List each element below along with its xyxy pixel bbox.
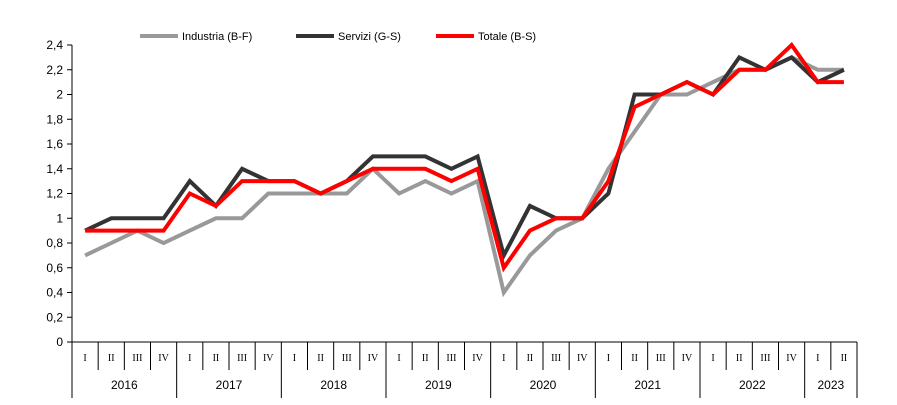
quarter-label: II bbox=[631, 353, 638, 364]
quarter-label: I bbox=[397, 353, 400, 364]
quarter-label: II bbox=[736, 353, 743, 364]
quarter-label: II bbox=[317, 353, 324, 364]
y-tick-label: 0,6 bbox=[46, 261, 63, 275]
y-tick-label: 2,2 bbox=[46, 63, 63, 77]
y-tick-label: 1,4 bbox=[46, 162, 63, 176]
quarter-label: I bbox=[188, 353, 191, 364]
quarter-label: III bbox=[656, 353, 666, 364]
quarter-label: IV bbox=[682, 353, 693, 364]
quarter-label: I bbox=[607, 353, 610, 364]
y-tick-label: 1,2 bbox=[46, 187, 63, 201]
quarter-label: III bbox=[237, 353, 247, 364]
quarter-label: II bbox=[213, 353, 220, 364]
quarter-label: II bbox=[841, 353, 848, 364]
year-label: 2022 bbox=[739, 378, 766, 392]
quarter-label: III bbox=[760, 353, 770, 364]
legend-label: Servizi (G-S) bbox=[338, 31, 401, 43]
quarter-label: I bbox=[816, 353, 819, 364]
quarter-label: II bbox=[527, 353, 534, 364]
quarter-label: III bbox=[132, 353, 142, 364]
year-label: 2018 bbox=[320, 378, 347, 392]
quarter-label: I bbox=[502, 353, 505, 364]
y-tick-label: 0,8 bbox=[46, 236, 63, 250]
quarter-label: IV bbox=[472, 353, 483, 364]
quarter-label: I bbox=[711, 353, 714, 364]
quarter-label: IV bbox=[786, 353, 797, 364]
legend-label: Totale (B-S) bbox=[478, 31, 536, 43]
quarter-label: I bbox=[293, 353, 296, 364]
series-line-3 bbox=[85, 41, 844, 273]
quarter-label: I bbox=[83, 353, 86, 364]
year-label: 2016 bbox=[111, 378, 138, 392]
quarter-label: IV bbox=[158, 353, 169, 364]
year-label: 2019 bbox=[425, 378, 452, 392]
series-line-1 bbox=[84, 55, 844, 298]
y-tick-label: 0,2 bbox=[46, 310, 63, 324]
y-tick-label: 1,6 bbox=[46, 137, 63, 151]
quarter-label: IV bbox=[577, 353, 588, 364]
quarter-label: IV bbox=[368, 353, 379, 364]
year-label: 2020 bbox=[530, 378, 557, 392]
quarter-label: II bbox=[108, 353, 115, 364]
y-tick-label: 2,4 bbox=[46, 38, 63, 52]
quarter-label: III bbox=[446, 353, 456, 364]
series-layer bbox=[84, 41, 845, 298]
y-tick-label: 0 bbox=[56, 335, 63, 349]
year-label: 2017 bbox=[216, 378, 243, 392]
year-label: 2023 bbox=[817, 378, 844, 392]
y-tick-label: 1 bbox=[56, 211, 63, 225]
quarter-label: III bbox=[551, 353, 561, 364]
quarter-label: II bbox=[422, 353, 429, 364]
y-tick-label: 2 bbox=[56, 88, 63, 102]
axes: 00,20,40,60,811,21,41,61,822,22,4I II III I… bbox=[46, 38, 858, 398]
legend-label: Industria (B-F) bbox=[182, 31, 252, 43]
y-tick-label: 1,8 bbox=[46, 112, 63, 126]
quarter-label: IV bbox=[263, 353, 274, 364]
legend: Industria (B-F) Servizi (G-S) Totale (B-S) bbox=[140, 31, 536, 43]
quarter-label: III bbox=[342, 353, 352, 364]
y-tick-label: 0,4 bbox=[46, 286, 63, 300]
year-label: 2021 bbox=[634, 378, 661, 392]
